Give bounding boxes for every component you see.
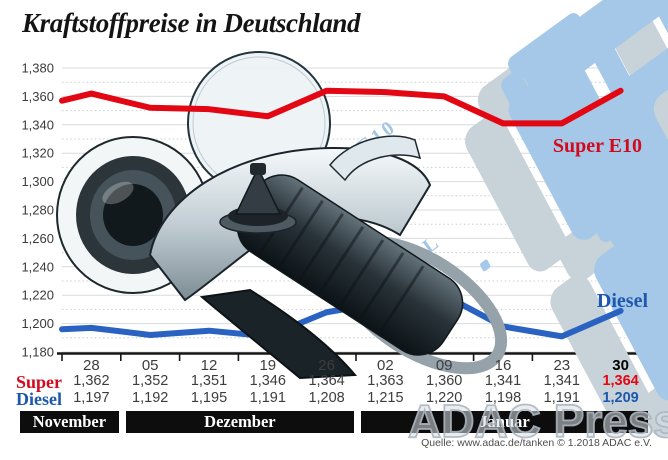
y-axis-label: 1,240 <box>21 259 54 274</box>
super-e10-series-label: Super E10 <box>553 135 642 157</box>
fuel-nozzle-illustration <box>56 135 508 380</box>
value-cell: 1,352 <box>132 373 169 389</box>
value-cell: 1,191 <box>543 390 580 406</box>
date-cell: 26 <box>318 357 335 374</box>
nozzle-cap-icon <box>219 163 297 234</box>
value-cell: 1,364 <box>602 373 639 389</box>
y-axis-label: 1,380 <box>21 61 54 76</box>
y-axis-label: 1,300 <box>21 174 54 189</box>
y-axis-label: 1,340 <box>21 117 54 132</box>
month-band-dezember: Dezember <box>125 411 354 433</box>
y-axis-label: 1,260 <box>21 231 54 246</box>
nozzle-splash-guard <box>328 135 422 182</box>
value-cell: 1,363 <box>367 373 404 389</box>
value-cell: 1,197 <box>73 390 110 406</box>
date-cell: 30 <box>612 357 629 374</box>
month-band-november: November <box>20 411 119 433</box>
y-axis-label: 1,360 <box>21 89 54 104</box>
date-cell: 12 <box>200 357 218 374</box>
date-cell: 09 <box>435 357 453 374</box>
y-axis-label: 1,320 <box>21 146 54 161</box>
value-cell: 1,215 <box>367 390 404 406</box>
date-cell: 05 <box>141 357 159 374</box>
value-cell: 1,360 <box>426 373 463 389</box>
nozzle-grip <box>199 288 358 380</box>
diesel-price-line <box>59 292 624 340</box>
y-axis-label: 1,220 <box>21 288 54 303</box>
y-axis-label: 1,280 <box>21 203 54 218</box>
date-cell: 23 <box>553 357 571 374</box>
month-band-januar: Januar <box>361 411 648 433</box>
value-cell: 1,362 <box>73 373 110 389</box>
y-axis-label: 1,180 <box>21 345 54 360</box>
value-cell: 1,341 <box>484 373 522 389</box>
value-cell: 1,198 <box>484 390 522 406</box>
value-cell: 1,209 <box>602 390 639 406</box>
value-cell: 1,364 <box>308 373 345 389</box>
value-cell: 1,346 <box>249 373 286 389</box>
date-cell: 02 <box>377 357 394 374</box>
value-cell: 1,341 <box>543 373 580 389</box>
table-row-label-super: Super <box>16 372 63 392</box>
value-cell: 1,191 <box>249 390 286 406</box>
value-cell: 1,220 <box>426 390 463 406</box>
diesel-series-label: Diesel <box>597 290 649 312</box>
value-cell: 1,195 <box>190 390 228 406</box>
value-cell: 1,208 <box>308 390 345 406</box>
date-cell: 19 <box>259 357 277 374</box>
value-cell: 1,351 <box>190 373 228 389</box>
date-cell: 16 <box>494 357 512 374</box>
source-attribution: Quelle: www.adac.de/tanken © 1.2018 ADAC… <box>421 437 652 449</box>
value-cell: 1,192 <box>132 390 169 406</box>
super-price-line <box>59 87 624 127</box>
table-row-label-diesel: Diesel <box>16 389 62 409</box>
series-lines <box>59 87 624 340</box>
date-cell: 28 <box>83 357 100 374</box>
y-axis-label: 1,200 <box>21 316 54 331</box>
page-title: Kraftstoffpreise in Deutschland <box>22 8 361 38</box>
